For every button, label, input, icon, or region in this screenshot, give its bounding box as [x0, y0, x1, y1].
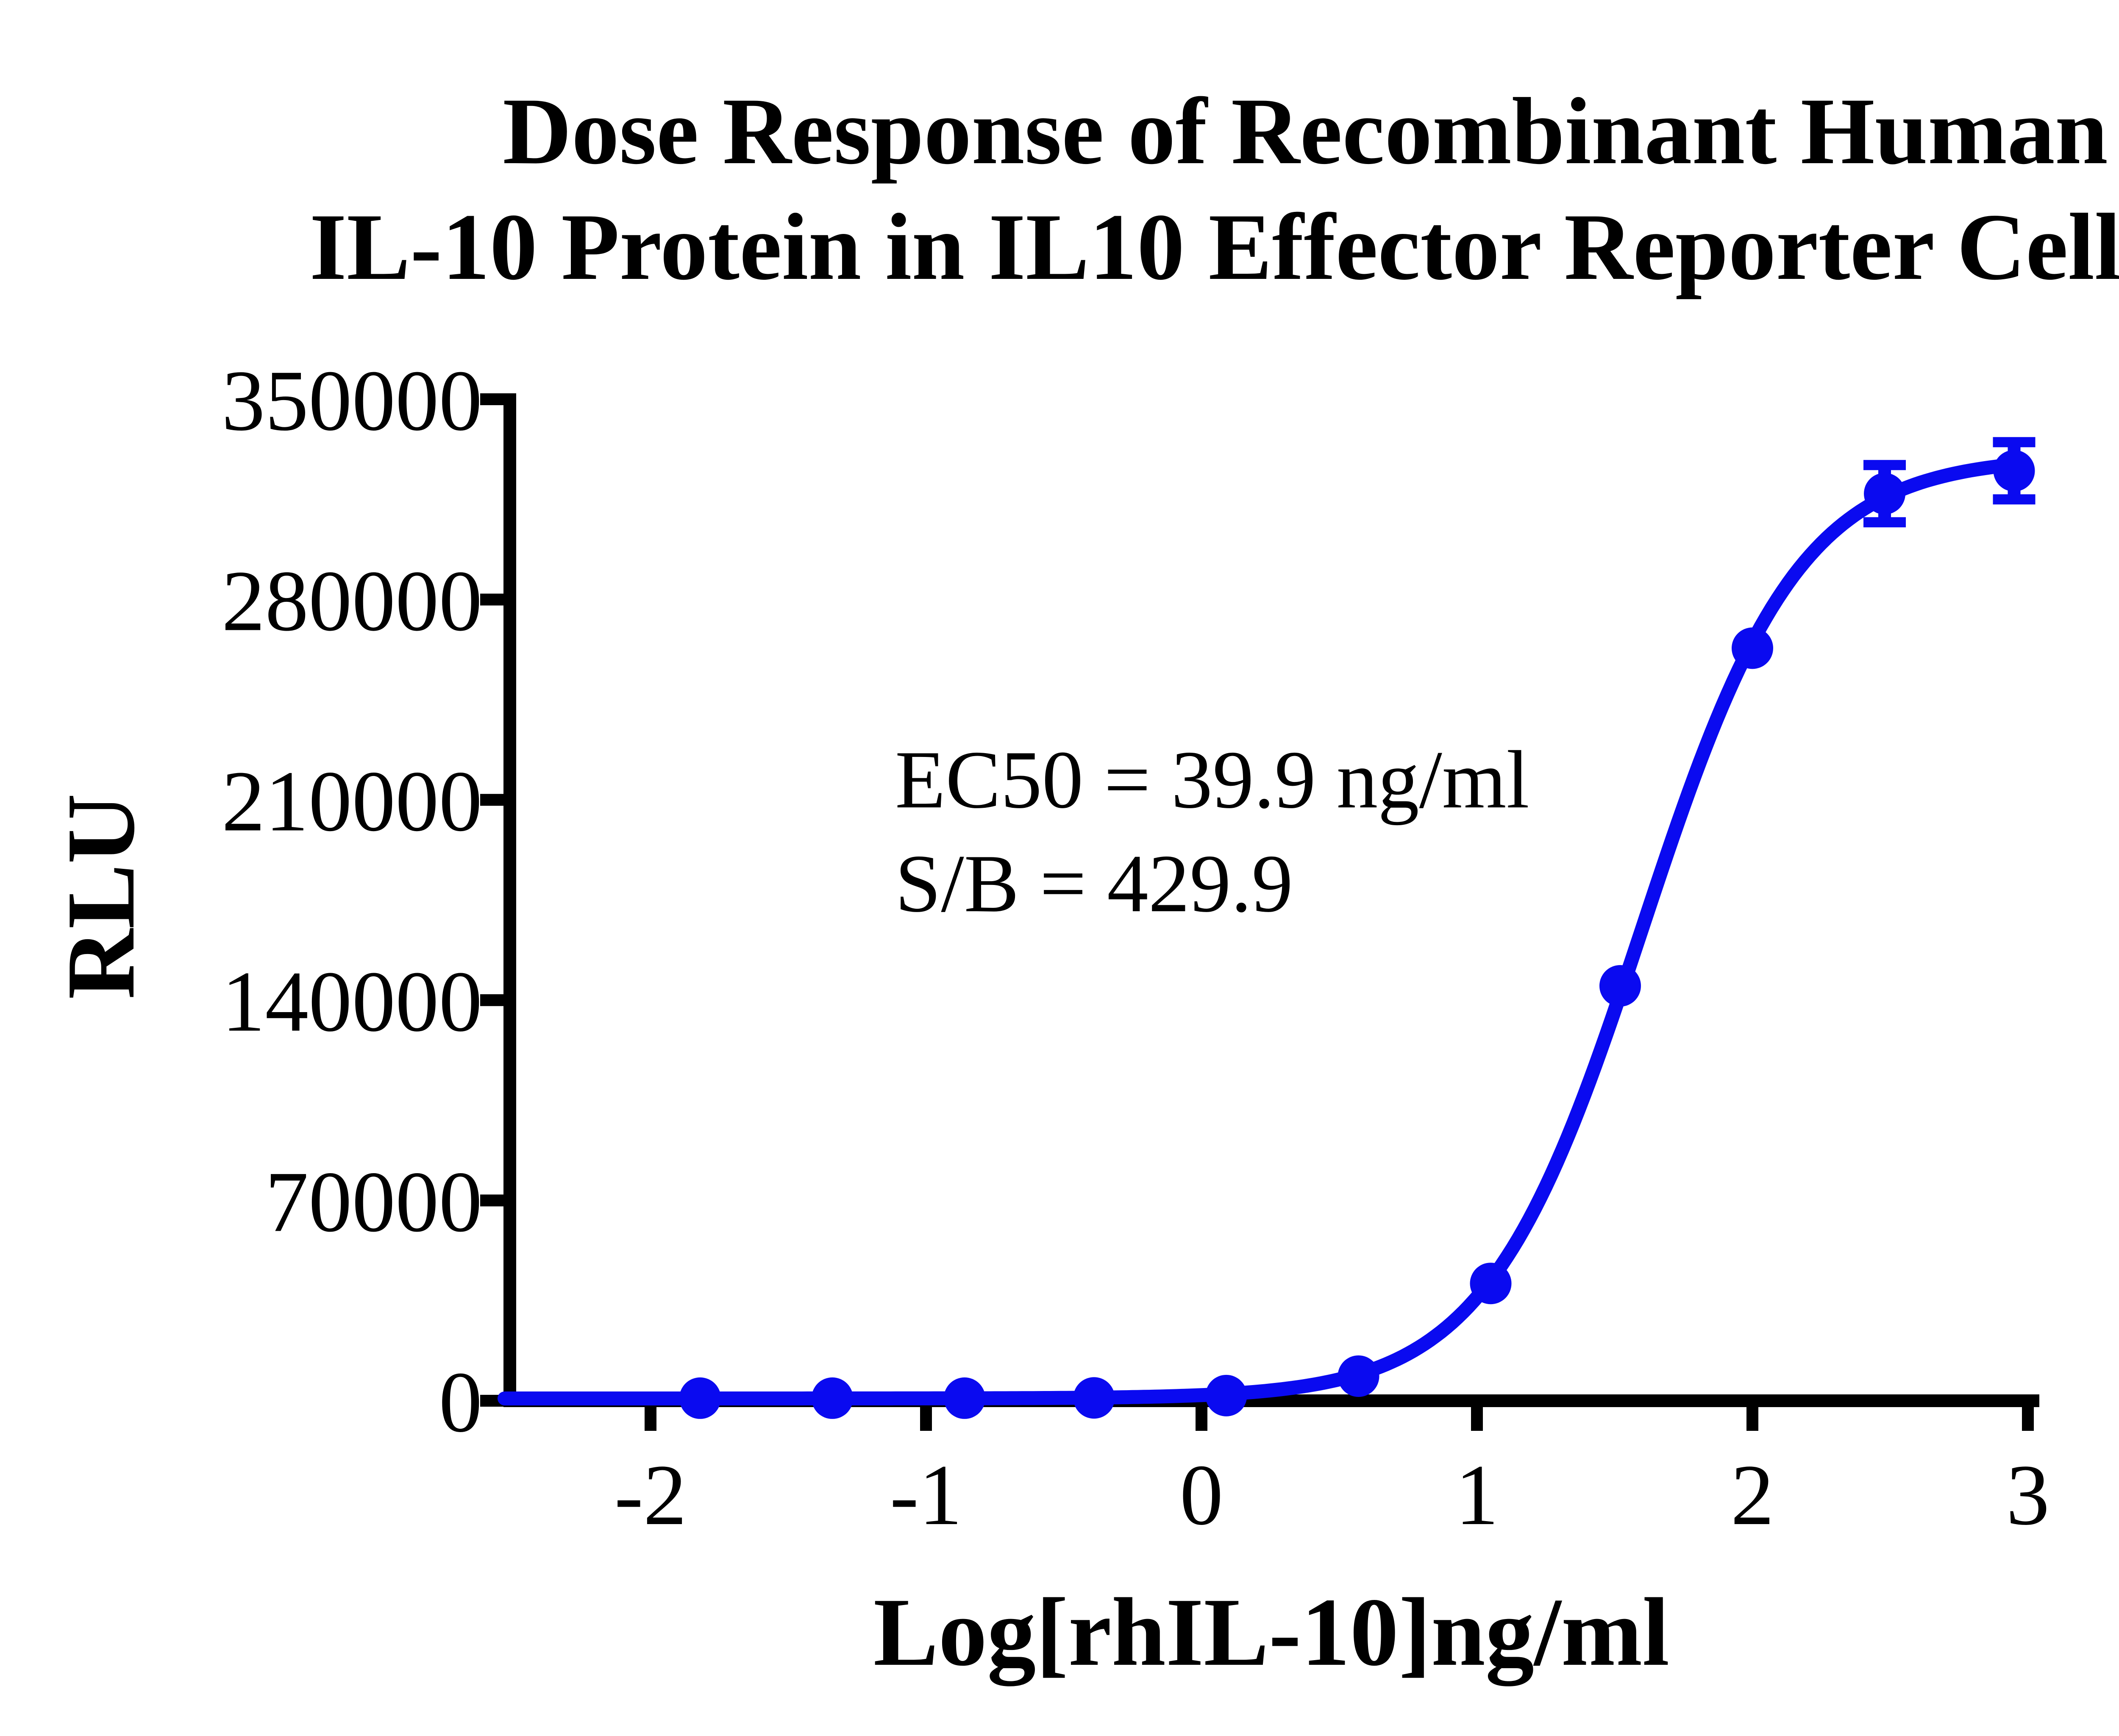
y-tick — [480, 1194, 503, 1207]
x-tick-label: 2 — [1731, 1447, 1774, 1543]
y-tick-label: 210000 — [222, 753, 482, 849]
x-tick — [1471, 1407, 1483, 1431]
x-tick-label: 3 — [2006, 1447, 2050, 1543]
x-tick — [2022, 1407, 2034, 1431]
data-point-marker — [1205, 1374, 1247, 1416]
y-tick-label: 140000 — [222, 954, 482, 1050]
y-tick-label: 350000 — [222, 353, 482, 449]
x-axis-tick-labels: -2 -1 0 1 2 3 — [615, 1447, 2050, 1543]
ec50-annotation: EC50 = 39.9 ng/ml — [895, 734, 1529, 826]
y-axis-label: RLU — [47, 793, 155, 999]
x-tick — [920, 1407, 932, 1431]
data-point-marker — [679, 1377, 721, 1419]
fit-curve-group — [498, 457, 2021, 1406]
x-tick-label: -1 — [890, 1447, 962, 1543]
x-tick — [645, 1407, 656, 1431]
x-tick-label: 1 — [1455, 1447, 1499, 1543]
data-point-marker — [1732, 627, 1773, 669]
y-tick-label: 0 — [439, 1354, 483, 1450]
y-tick — [480, 794, 503, 806]
y-tick — [480, 393, 503, 405]
chart-title-line1: Dose Response of Recombinant Human — [503, 78, 2108, 184]
dose-response-curve — [498, 457, 2021, 1406]
x-tick — [1196, 1407, 1207, 1431]
y-axis-tick-labels: 0 70000 140000 210000 280000 350000 — [222, 353, 482, 1450]
data-point-marker — [944, 1377, 985, 1419]
y-tick — [480, 994, 503, 1006]
y-tick-label: 70000 — [265, 1154, 483, 1250]
x-tick — [1746, 1407, 1758, 1431]
x-axis-ticks — [645, 1407, 2034, 1431]
y-tick-label: 280000 — [222, 553, 482, 649]
data-point-marker — [1470, 1263, 1512, 1305]
data-point-markers — [679, 450, 2035, 1419]
data-point-marker — [1993, 450, 2035, 492]
y-axis-ticks — [480, 393, 503, 1407]
sb-annotation: S/B = 429.9 — [895, 838, 1293, 929]
x-tick-label: -2 — [615, 1447, 687, 1543]
x-tick-label: 0 — [1180, 1447, 1224, 1543]
data-point-marker — [1599, 965, 1641, 1007]
x-axis-label: Log[rhIL-10]ng/ml — [873, 1578, 1669, 1686]
data-point-marker — [1338, 1355, 1379, 1397]
chart-title-line2: IL-10 Protein in IL10 Effector Reporter … — [309, 194, 2119, 300]
y-tick — [480, 593, 503, 606]
data-point-marker — [1073, 1377, 1115, 1419]
y-axis-line — [503, 393, 516, 1407]
data-point-marker — [812, 1377, 853, 1419]
data-point-marker — [1864, 473, 1905, 515]
